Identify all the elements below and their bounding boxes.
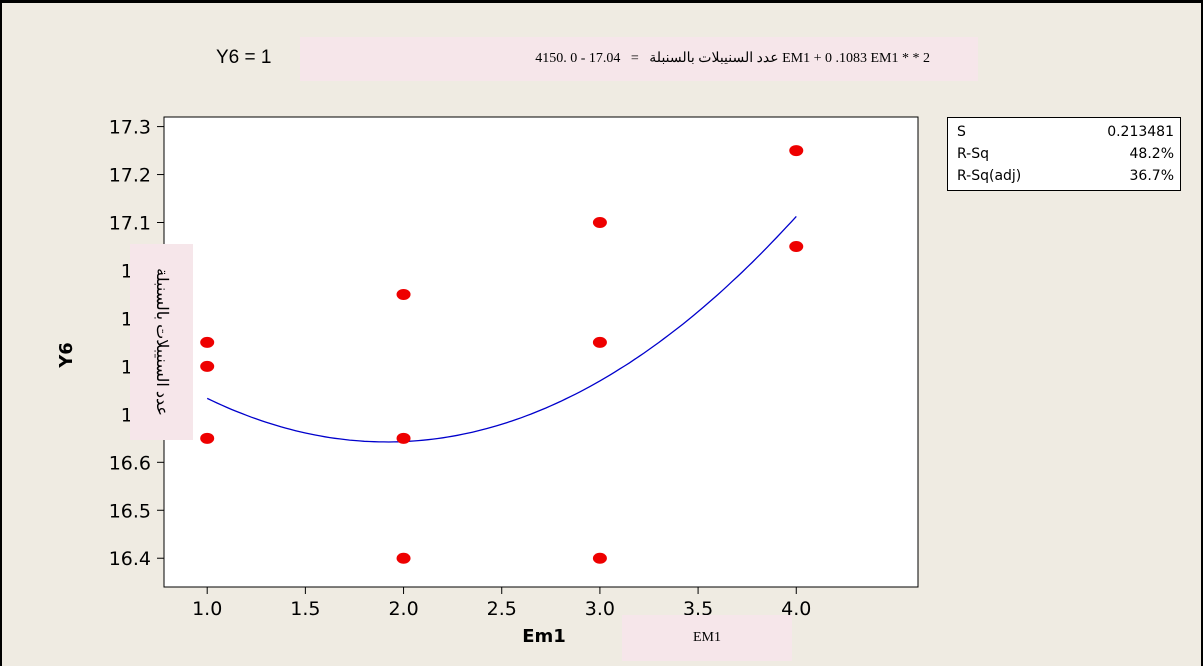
y-tick-label: 17.1 bbox=[109, 213, 151, 235]
x-label-overlay-text: EM1 bbox=[693, 630, 721, 645]
data-point bbox=[789, 145, 804, 157]
x-tick-label: 1.0 bbox=[192, 598, 222, 620]
stat-value: 48.2% bbox=[1129, 146, 1174, 162]
stat-value: 36.7% bbox=[1129, 168, 1174, 184]
data-point bbox=[200, 336, 215, 348]
x-tick-label: 2.5 bbox=[487, 598, 517, 620]
x-tick-label: 4.0 bbox=[781, 598, 811, 620]
stat-value: 0.213481 bbox=[1107, 124, 1174, 140]
y-tick-label: 16.6 bbox=[109, 452, 151, 474]
y-label-overlay-text: عدد السنيبلات بالسنبلة bbox=[152, 268, 170, 416]
chart-canvas: 1.01.52.02.53.03.54.0 16.416.516.616.16.… bbox=[56, 116, 919, 647]
y-axis-title: Y6 bbox=[56, 342, 77, 369]
stat-label: R-Sq(adj) bbox=[957, 168, 1022, 184]
data-point bbox=[396, 432, 411, 444]
regression-stats-box: S 0.213481 R-Sq 48.2% R-Sq(adj) 36.7% bbox=[947, 117, 1181, 191]
data-point bbox=[396, 288, 411, 300]
y-tick-label: 17.3 bbox=[109, 117, 151, 139]
x-tick-label: 1.5 bbox=[290, 598, 320, 620]
data-point bbox=[592, 217, 607, 229]
y-tick-label: 16.5 bbox=[109, 500, 151, 522]
data-point bbox=[200, 360, 215, 372]
stat-label: R-Sq bbox=[957, 146, 989, 162]
data-point bbox=[789, 240, 804, 252]
equation-arabic: عدد السنيبلات بالسنبلة bbox=[649, 51, 779, 66]
x-tick-label: 3.0 bbox=[585, 598, 615, 620]
x-axis-title: Em1 bbox=[522, 626, 566, 647]
x-tick-label: 2.0 bbox=[388, 598, 418, 620]
data-point bbox=[592, 552, 607, 564]
fitted-line bbox=[206, 215, 797, 443]
equation-prefix: Y6 = 1 bbox=[216, 47, 272, 68]
equation-overlay: عدد السنيبلات بالسنبلة = 17.04 - 0 .4150… bbox=[300, 37, 978, 81]
plot-area bbox=[163, 116, 919, 588]
y-tick-label: 16.4 bbox=[109, 548, 151, 570]
equation-text: 17.04 - 0 .4150 EM1 + 0 .1083 EM1 * * 2 bbox=[535, 51, 930, 66]
stat-row-r-sq-adj: R-Sq(adj) 36.7% bbox=[957, 165, 1174, 187]
data-point bbox=[200, 432, 215, 444]
data-point bbox=[396, 552, 411, 564]
x-label-overlay: EM1 bbox=[622, 615, 792, 661]
stat-row-s: S 0.213481 bbox=[957, 121, 1174, 143]
y-tick-label: 17.2 bbox=[109, 165, 151, 187]
stat-label: S bbox=[957, 124, 966, 140]
data-point bbox=[592, 336, 607, 348]
stat-row-r-sq: R-Sq 48.2% bbox=[957, 143, 1174, 165]
x-tick-label: 3.5 bbox=[683, 598, 713, 620]
y-label-overlay: عدد السنيبلات بالسنبلة bbox=[130, 244, 193, 440]
